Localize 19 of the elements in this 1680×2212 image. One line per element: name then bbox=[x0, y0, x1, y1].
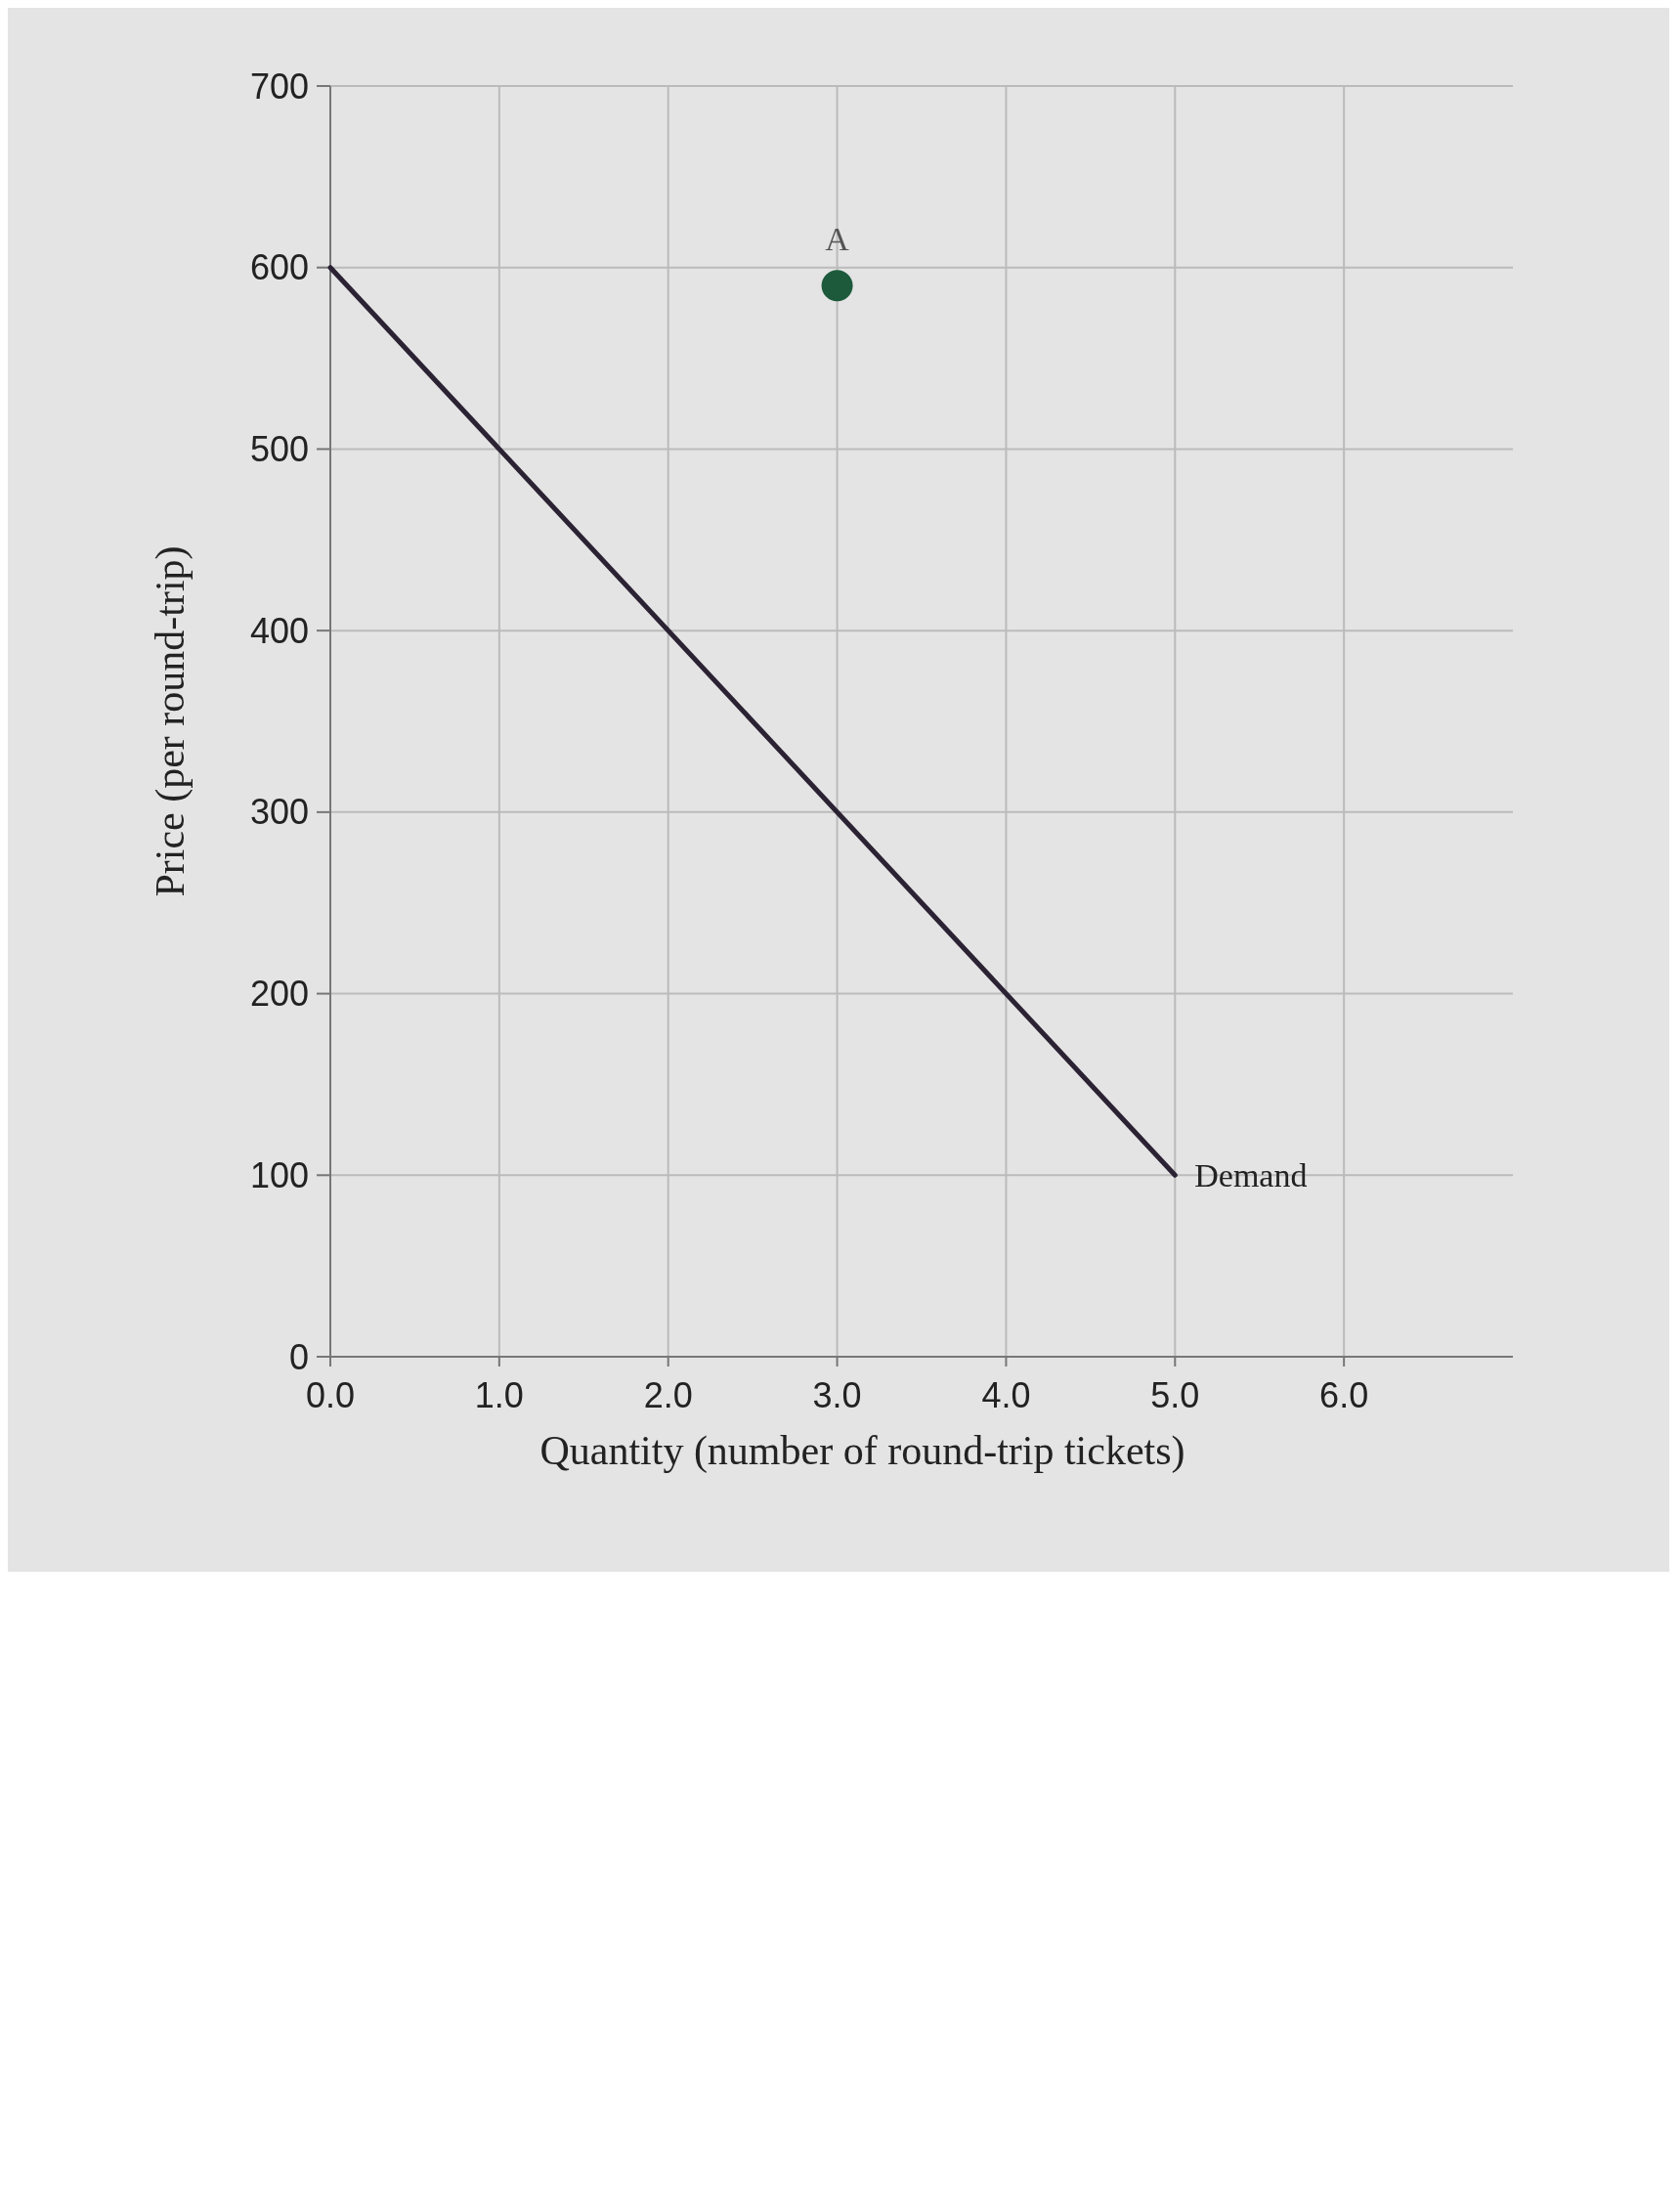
y-tick-label: 500 bbox=[249, 429, 309, 470]
y-tick-label: 300 bbox=[249, 792, 309, 833]
x-tick-label: 1.0 bbox=[474, 1375, 524, 1415]
y-tick-label: 400 bbox=[249, 610, 309, 651]
annotation: A bbox=[825, 221, 850, 258]
x-tick-label: 5.0 bbox=[1150, 1375, 1200, 1415]
series-label: Demand bbox=[1194, 1157, 1308, 1194]
y-tick-label: 700 bbox=[249, 65, 309, 107]
x-tick-label: 2.0 bbox=[643, 1375, 693, 1415]
x-tick-label: 6.0 bbox=[1319, 1375, 1369, 1415]
y-tick-label: 600 bbox=[249, 247, 309, 288]
y-tick-label: 100 bbox=[249, 1154, 309, 1195]
x-axis-title: Quantity (number of round-trip tickets) bbox=[539, 1428, 1185, 1474]
x-tick-label: 0.0 bbox=[305, 1375, 356, 1415]
x-tick-label: 4.0 bbox=[981, 1375, 1031, 1415]
y-tick-label: 200 bbox=[249, 974, 309, 1015]
y-axis-title: Price (per round-trip) bbox=[148, 545, 194, 897]
y-tick-label: 0 bbox=[288, 1336, 309, 1377]
x-tick-label: 3.0 bbox=[812, 1375, 862, 1415]
